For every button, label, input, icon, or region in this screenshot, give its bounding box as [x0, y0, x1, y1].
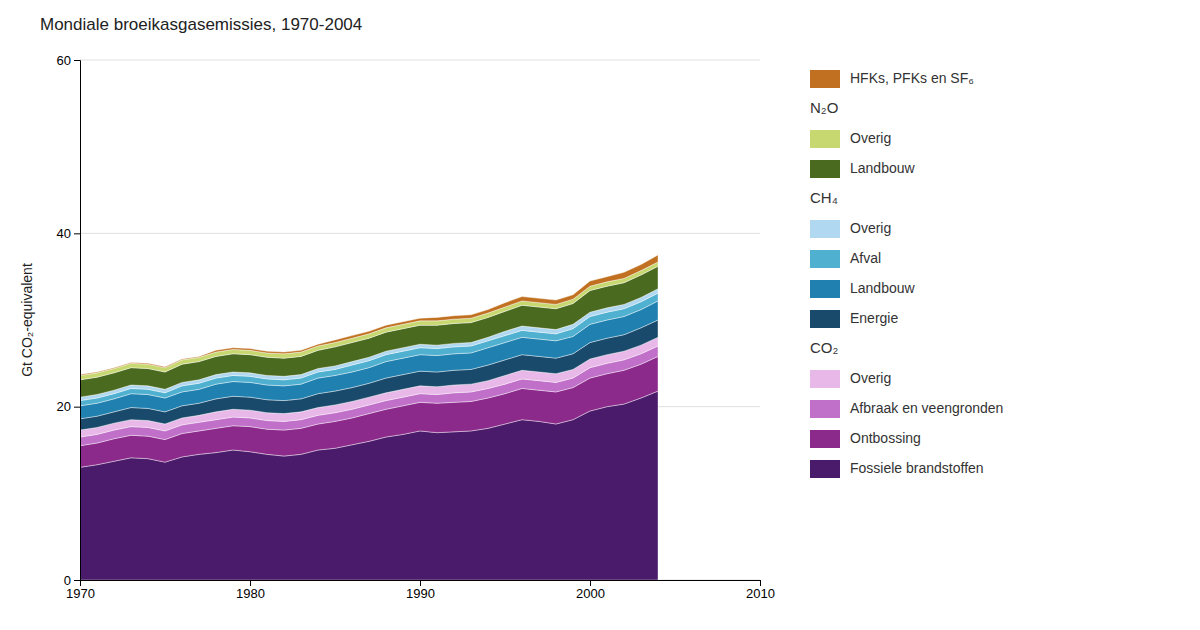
- areas: [80, 255, 658, 580]
- legend-item: HFKs, PFKs en SF₆: [810, 70, 974, 88]
- legend-swatch: [810, 250, 840, 268]
- x-tick-mark: [250, 580, 251, 586]
- legend-swatch: [810, 430, 840, 448]
- x-tick-label: 2000: [576, 586, 605, 601]
- y-tick-mark: [74, 233, 80, 234]
- legend-item: Landbouw: [810, 160, 916, 178]
- x-tick-mark: [420, 580, 421, 586]
- legend: HFKs, PFKs en SF₆ N₂O Overig Landbouw CH₄ Ove…: [810, 70, 1003, 478]
- title: Mondiale broeikasgasemissies, 1970-2004: [40, 15, 362, 34]
- legend-label: Landbouw: [850, 160, 916, 176]
- y-tick-mark: [74, 60, 80, 61]
- legend-label: Afval: [850, 250, 881, 266]
- x-tick-label: 1970: [66, 586, 95, 601]
- x-tick-label: 1980: [236, 586, 265, 601]
- legend-label: HFKs, PFKs en SF₆: [850, 70, 974, 86]
- legend-label: Overig: [850, 130, 891, 146]
- y-axis-line: [74, 61, 81, 581]
- x-tick: 1980: [236, 580, 265, 601]
- legend-swatch: [810, 310, 840, 328]
- y-tick: 60: [57, 53, 80, 68]
- legend-label: Ontbossing: [850, 430, 921, 446]
- y-axis-label: Gt CO₂-equivalent: [19, 263, 35, 377]
- legend-label: Overig: [850, 370, 891, 386]
- y-tick-label: 60: [57, 53, 71, 68]
- legend-label: Fossiele brandstoffen: [850, 460, 984, 476]
- legend-item: Landbouw: [810, 280, 916, 298]
- legend-group-header: CH₄: [810, 189, 838, 206]
- legend-item: Ontbossing: [810, 430, 921, 448]
- legend-swatch: [810, 70, 840, 88]
- legend-item: Fossiele brandstoffen: [810, 460, 984, 478]
- legend-group-header: CO₂: [810, 339, 839, 356]
- legend-swatch: [810, 400, 840, 418]
- legend-swatch: [810, 370, 840, 388]
- y-axis: 0 20 40 60: [57, 53, 81, 588]
- area: [80, 255, 658, 375]
- x-tick: 2010: [746, 580, 775, 601]
- legend-item: Energie: [810, 310, 898, 328]
- chart: Mondiale broeikasgasemissies, 1970-2004 1…: [0, 0, 1200, 630]
- legend-item: Overig: [810, 220, 891, 238]
- x-tick-mark: [590, 580, 591, 586]
- grid: [80, 60, 760, 580]
- legend-item: Afval: [810, 250, 881, 268]
- y-tick: 20: [57, 399, 80, 414]
- legend-swatch: [810, 220, 840, 238]
- area: [80, 262, 658, 380]
- x-axis: 1970 1980 1990 2000 2010: [66, 580, 775, 601]
- legend-swatch: [810, 280, 840, 298]
- y-tick: 0: [64, 573, 80, 588]
- plot: 1970 1980 1990 2000 2010 0 20 40 60: [57, 53, 775, 602]
- x-tick: 2000: [576, 580, 605, 601]
- y-tick-label: 40: [57, 226, 71, 241]
- y-tick-label: 0: [64, 573, 71, 588]
- legend-group-header: N₂O: [810, 99, 838, 116]
- y-tick: 40: [57, 226, 80, 241]
- legend-label: Energie: [850, 310, 898, 326]
- legend-item: Overig: [810, 130, 891, 148]
- y-tick-mark: [74, 580, 80, 581]
- legend-swatch: [810, 160, 840, 178]
- legend-swatch: [810, 460, 840, 478]
- y-tick-label: 20: [57, 399, 71, 414]
- y-tick-mark: [74, 407, 80, 408]
- grid-line: [80, 60, 760, 61]
- x-tick: 1990: [406, 580, 435, 601]
- x-axis-line: [81, 581, 761, 587]
- x-tick-label: 2010: [746, 586, 775, 601]
- legend-label: Landbouw: [850, 280, 916, 296]
- legend-item: Afbraak en veengronden: [810, 400, 1003, 418]
- legend-label: Overig: [850, 220, 891, 236]
- x-tick-mark: [760, 580, 761, 586]
- legend-label: Afbraak en veengronden: [850, 400, 1003, 416]
- x-tick-label: 1990: [406, 586, 435, 601]
- legend-item: Overig: [810, 370, 891, 388]
- legend-swatch: [810, 130, 840, 148]
- grid-line: [80, 233, 760, 234]
